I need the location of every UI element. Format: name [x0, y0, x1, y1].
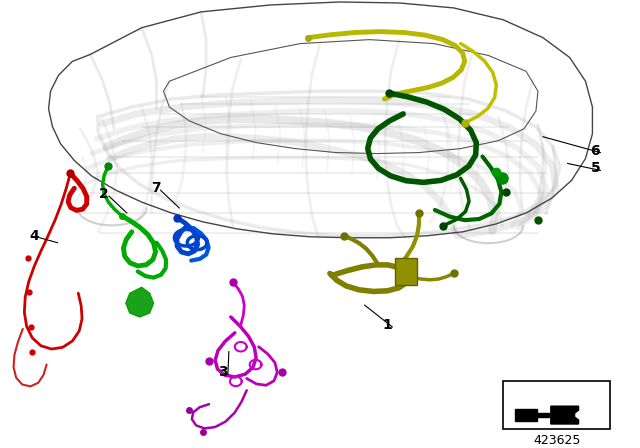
Text: 423625: 423625: [533, 435, 580, 448]
Text: 6: 6: [591, 143, 600, 158]
Text: 1: 1: [383, 318, 392, 332]
Text: 5: 5: [591, 161, 600, 176]
Text: 3: 3: [218, 366, 228, 379]
Text: 4: 4: [30, 229, 40, 243]
Bar: [396, 258, 417, 285]
Text: 7: 7: [151, 181, 161, 195]
Text: 2: 2: [99, 187, 109, 201]
Bar: [503, 381, 611, 429]
Polygon shape: [551, 406, 579, 424]
Polygon shape: [126, 287, 154, 317]
Polygon shape: [515, 409, 549, 421]
